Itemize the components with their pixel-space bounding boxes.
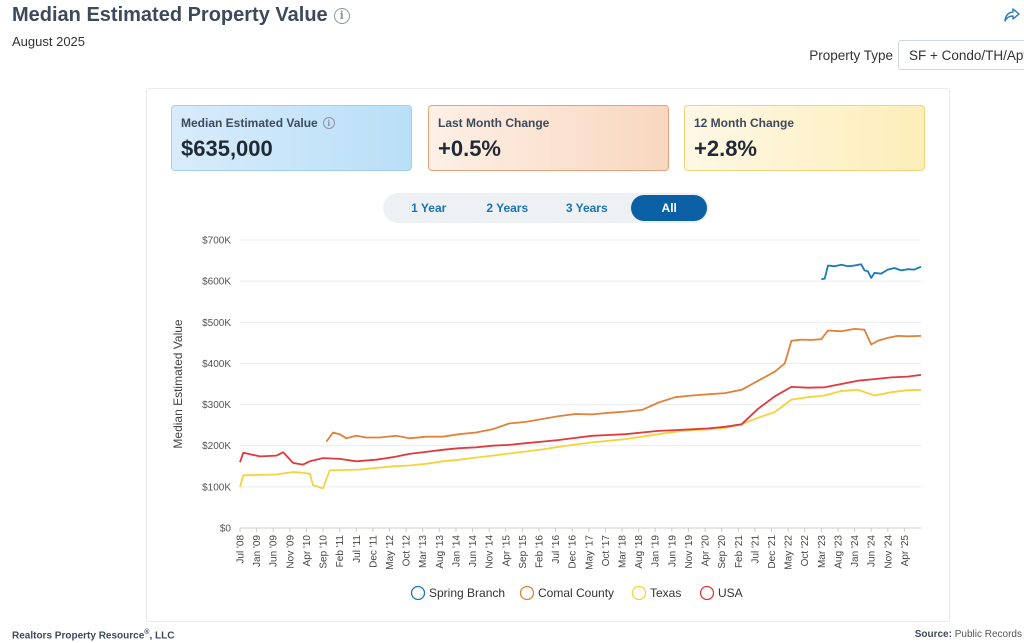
x-tick-label: Jan '19 [651, 535, 662, 567]
series-line-usa [239, 374, 922, 466]
kpi-value: $635,000 [181, 136, 273, 161]
legend-marker [410, 585, 426, 601]
series-line-comal-county [325, 328, 922, 443]
legend-marker [519, 585, 535, 601]
x-tick-label: Aug '13 [435, 535, 446, 569]
x-tick-label: Nov '09 [285, 535, 296, 569]
x-tick-label: Feb '21 [734, 535, 745, 568]
legend-item[interactable]: Spring Branch [410, 585, 506, 601]
page-title-text: Median Estimated Property Value [12, 4, 328, 26]
time-range-selector: 1 Year 2 Years 3 Years All [383, 193, 709, 223]
x-tick-label: Nov '19 [684, 535, 695, 569]
x-tick-label: May '12 [385, 535, 396, 570]
legend-marker [699, 585, 715, 601]
legend-label: USA [718, 586, 743, 600]
chart-panel: Median Estimated Value i $635,000 Last M… [146, 88, 950, 622]
series-line-texas [239, 388, 922, 490]
y-tick-label: $500K [202, 318, 231, 329]
x-tick-label: Jun '19 [667, 535, 678, 567]
legend-label: Texas [650, 586, 681, 600]
legend-item[interactable]: Comal County [519, 585, 615, 601]
x-tick-label: Sep '20 [717, 535, 728, 569]
kpi-label: Last Month Change [438, 116, 550, 130]
x-tick-label: Jul '11 [352, 535, 363, 563]
x-tick-label: Jun '09 [269, 535, 280, 567]
x-tick-label: Sep '15 [518, 535, 529, 569]
info-icon[interactable]: i [333, 7, 350, 24]
x-tick-label: Apr '15 [501, 535, 512, 567]
x-tick-label: Jan '24 [850, 535, 861, 567]
kpi-label: 12 Month Change [694, 116, 795, 130]
kpi-label: Median Estimated Value [181, 116, 318, 130]
x-tick-label: Dec '21 [767, 535, 778, 569]
x-tick-label: Oct '17 [601, 535, 612, 567]
y-tick-label: $400K [202, 359, 231, 370]
source-label: Source: [914, 629, 952, 640]
x-tick-label: Feb '16 [534, 535, 545, 568]
series-line-spring-branch [821, 263, 922, 280]
range-1-year-button[interactable]: 1 Year [411, 201, 447, 215]
x-tick-label: Nov '24 [883, 535, 894, 569]
property-type-filter: Property Type SF + Condo/TH/Apt [809, 40, 1024, 70]
y-tick-label: $0 [220, 524, 232, 535]
legend-label: Comal County [538, 586, 614, 600]
source-value: Public Records [954, 629, 1022, 640]
x-tick-label: Mar '23 [817, 535, 828, 568]
x-tick-label: Nov '14 [485, 535, 496, 569]
legend-item[interactable]: Texas [631, 585, 682, 601]
info-icon[interactable]: i [322, 117, 335, 129]
kpi-last-month-change: Last Month Change +0.5% [428, 105, 669, 171]
x-tick-label: May '17 [584, 535, 595, 570]
kpi-value: +2.8% [694, 136, 757, 161]
kpi-12-month-change: 12 Month Change +2.8% [684, 105, 925, 171]
legend-marker [631, 585, 647, 601]
y-axis-label: Median Estimated Value [171, 319, 185, 449]
page-title: Median Estimated Property Value i [12, 4, 350, 27]
x-tick-label: Aug '18 [634, 535, 645, 569]
x-tick-label: Mar '13 [418, 535, 429, 568]
legend-item[interactable]: USA [699, 585, 743, 601]
footer-source: Source: Public Records [915, 629, 1022, 640]
y-tick-label: $700K [202, 236, 231, 247]
x-tick-label: Apr '25 [900, 535, 911, 567]
y-tick-label: $600K [202, 277, 231, 288]
y-tick-label: $200K [202, 441, 231, 452]
x-tick-label: Feb '11 [335, 535, 346, 568]
kpi-value: +0.5% [438, 136, 501, 161]
legend-label: Spring Branch [429, 586, 505, 600]
x-tick-label: Dec '11 [368, 535, 379, 568]
x-tick-label: Jul '08 [236, 535, 247, 564]
x-tick-label: Jan '09 [252, 535, 263, 567]
company-suffix: , LLC [149, 630, 175, 642]
x-tick-label: Oct '22 [800, 535, 811, 567]
page-subtitle: August 2025 [12, 34, 86, 49]
x-tick-label: Sep '10 [319, 535, 330, 569]
footer-company: Realtors Property Resource®, LLC [12, 629, 175, 642]
y-tick-label: $300K [202, 400, 231, 411]
company-name: Realtors Property Resource [12, 630, 145, 642]
x-tick-label: Dec '16 [568, 535, 579, 569]
x-tick-label: Jun '24 [867, 535, 878, 567]
x-tick-label: Jul '21 [750, 535, 761, 564]
x-tick-label: Jan '14 [451, 535, 462, 567]
range-2-years-button[interactable]: 2 Years [486, 201, 529, 215]
x-tick-label: Mar '18 [618, 535, 629, 568]
x-tick-label: Jun '14 [468, 535, 479, 567]
x-tick-label: Apr '20 [701, 535, 712, 567]
x-tick-label: Apr '10 [302, 535, 313, 567]
line-chart: $0 $100K $200K $300K $400K $500K $600K $700K Med… [171, 236, 922, 601]
x-tick-label: Jul '16 [551, 535, 562, 564]
x-tick-label: Aug '23 [833, 535, 844, 569]
range-3-years-button[interactable]: 3 Years [565, 201, 608, 215]
range-all-button[interactable]: All [631, 195, 707, 221]
property-type-label: Property Type [809, 47, 893, 63]
x-tick-label: Oct '12 [402, 535, 413, 567]
x-tick-label: May '22 [784, 535, 795, 570]
share-icon[interactable] [1004, 8, 1020, 22]
y-tick-label: $100K [202, 482, 231, 493]
kpi-median-value: Median Estimated Value i $635,000 [171, 105, 412, 171]
property-type-select[interactable]: SF + Condo/TH/Apt [898, 40, 1024, 70]
